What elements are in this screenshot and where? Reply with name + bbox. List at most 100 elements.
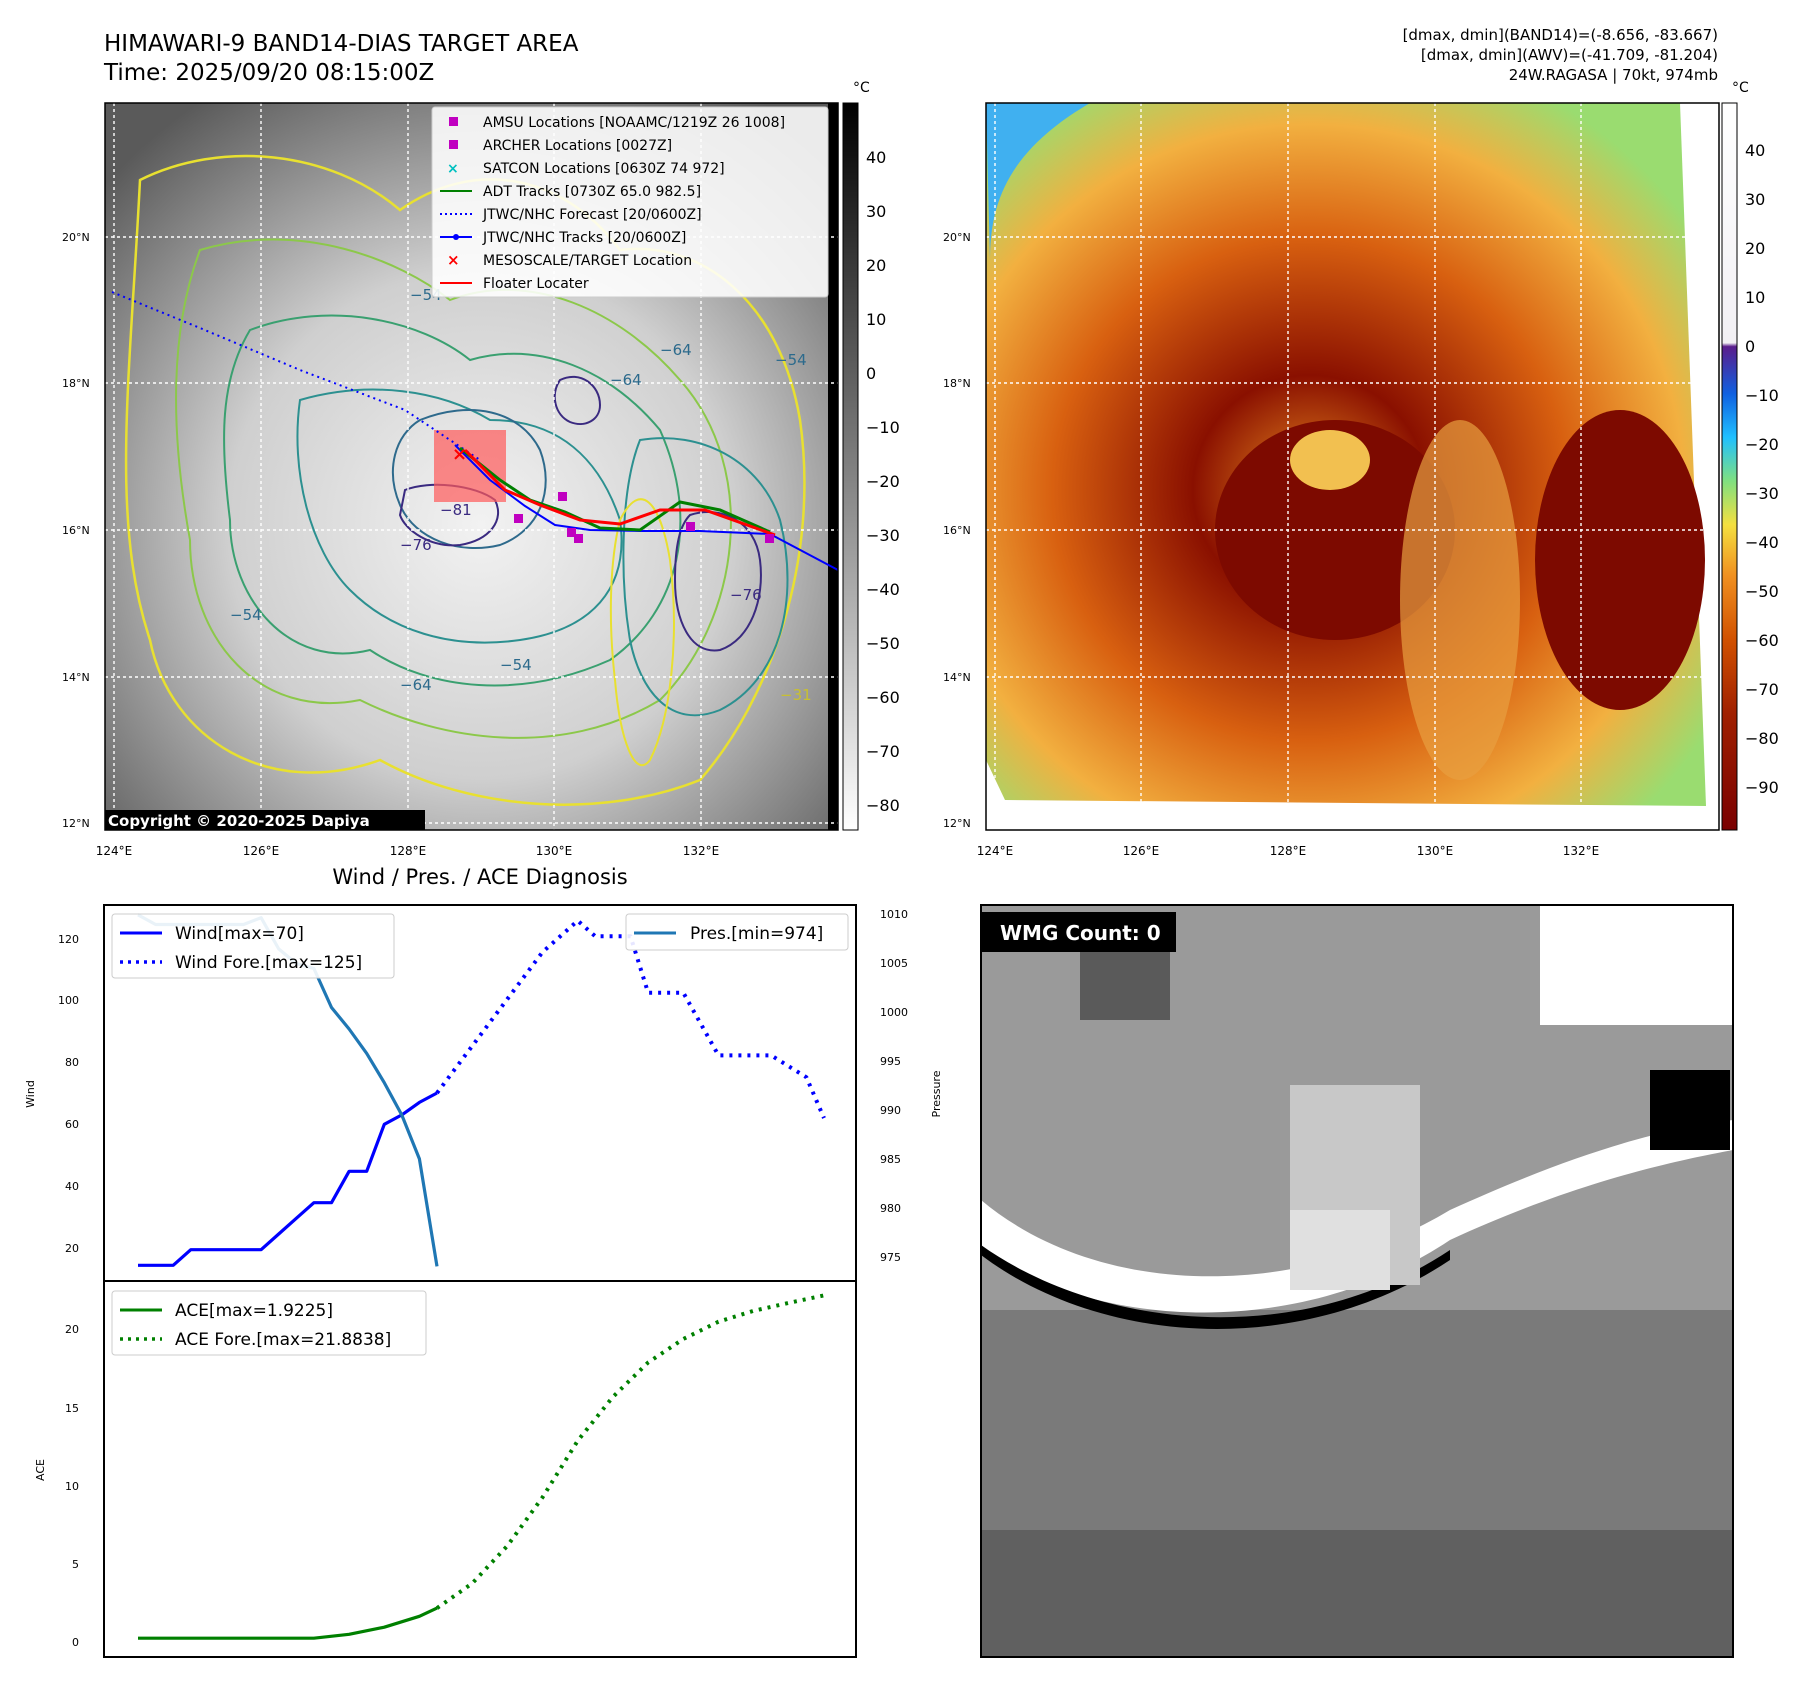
svg-text:0: 0 [72, 1636, 79, 1649]
wind-legend: Wind[max=70] Wind Fore.[max=125] [112, 914, 394, 978]
svg-text:10: 10 [65, 1480, 79, 1493]
color-map-lon-labels: 124°E 126°E 128°E 130°E 132°E [977, 844, 1600, 858]
svg-text:1000: 1000 [880, 1006, 908, 1019]
ir-map-panel: × −54 −64 −81 −76 −64 −54 −64 −54 −76 −3… [105, 103, 838, 830]
svg-text:−10: −10 [866, 418, 900, 437]
svg-text:10: 10 [1745, 288, 1765, 307]
svg-text:−40: −40 [1745, 533, 1779, 552]
svg-text:20°N: 20°N [943, 231, 971, 244]
svg-text:−76: −76 [400, 536, 432, 554]
svg-text:100: 100 [58, 994, 79, 1007]
pressure-ticks: 1010 1005 1000 995 990 985 980 975 [880, 908, 908, 1264]
svg-text:120: 120 [58, 933, 79, 946]
svg-text:40: 40 [1745, 141, 1765, 160]
svg-text:−20: −20 [1745, 435, 1779, 454]
svg-text:130°E: 130°E [536, 844, 573, 858]
svg-text:990: 990 [880, 1104, 901, 1117]
svg-text:1005: 1005 [880, 957, 908, 970]
svg-text:−54: −54 [775, 351, 807, 369]
svg-text:60: 60 [65, 1118, 79, 1131]
wmg-panel: WMG Count: 0 [981, 905, 1733, 1657]
info-band14-range: [dmax, dmin](BAND14)=(-8.656, -83.667) [1403, 26, 1718, 44]
svg-text:20: 20 [65, 1242, 79, 1255]
legend-ace-fore: ACE Fore.[max=21.8838] [175, 1330, 391, 1350]
svg-text:−64: −64 [660, 341, 692, 359]
wmg-count-label: WMG Count: 0 [1000, 921, 1161, 945]
ace-ticks: 20 15 10 5 0 [65, 1323, 79, 1649]
svg-text:12°N: 12°N [943, 817, 971, 830]
color-colorbar: °C 40 30 20 10 0 −10 −20 −30 −40 −50 −60… [1722, 80, 1779, 830]
svg-text:−50: −50 [866, 634, 900, 653]
svg-text:20: 20 [866, 256, 886, 275]
figure-title-line1: HIMAWARI-9 BAND14-DIAS TARGET AREA [104, 31, 579, 57]
info-awv-range: [dmax, dmin](AWV)=(-41.709, -81.204) [1421, 46, 1718, 64]
ir-map-lon-labels: 124°E 126°E 128°E 130°E 132°E [96, 844, 720, 858]
svg-text:132°E: 132°E [683, 844, 720, 858]
svg-text:16°N: 16°N [943, 524, 971, 537]
svg-text:×: × [447, 161, 459, 177]
legend-pressure: Pres.[min=974] [690, 924, 823, 944]
svg-text:−76: −76 [730, 586, 762, 604]
svg-text:−40: −40 [866, 580, 900, 599]
svg-text:132°E: 132°E [1563, 844, 1600, 858]
wind-ticks: 120 100 80 60 40 20 [58, 933, 79, 1255]
legend-adt: ADT Tracks [0730Z 65.0 982.5] [483, 184, 701, 200]
wind-axis-label: Wind [24, 1080, 37, 1108]
figure-title-line2: Time: 2025/09/20 08:15:00Z [103, 60, 434, 86]
svg-text:−54: −54 [230, 606, 262, 624]
svg-text:20°N: 20°N [62, 231, 90, 244]
svg-text:5: 5 [72, 1558, 79, 1571]
legend-floater: Floater Locater [483, 276, 589, 292]
pressure-legend: Pres.[min=974] [626, 914, 848, 950]
info-storm-id: 24W.RAGASA | 70kt, 974mb [1509, 66, 1718, 84]
pressure-axis-label: Pressure [930, 1070, 943, 1117]
svg-text:130°E: 130°E [1417, 844, 1454, 858]
color-ir-map-panel [986, 103, 1719, 830]
svg-text:−31: −31 [780, 686, 812, 704]
svg-text:0: 0 [866, 364, 876, 383]
svg-text:−30: −30 [866, 526, 900, 545]
svg-text:−80: −80 [1745, 729, 1779, 748]
svg-text:18°N: 18°N [62, 377, 90, 390]
svg-text:40: 40 [866, 148, 886, 167]
svg-text:14°N: 14°N [943, 671, 971, 684]
map-legend: AMSU Locations [NOAAMC/1219Z 26 1008] AR… [432, 107, 828, 297]
svg-text:−80: −80 [866, 796, 900, 815]
legend-ace: ACE[max=1.9225] [175, 1301, 333, 1321]
legend-amsu: AMSU Locations [NOAAMC/1219Z 26 1008] [483, 115, 785, 131]
legend-wind-fore: Wind Fore.[max=125] [175, 953, 362, 973]
svg-text:−60: −60 [866, 688, 900, 707]
svg-text:40: 40 [65, 1180, 79, 1193]
svg-text:0: 0 [1745, 337, 1755, 356]
legend-mesoscale: MESOSCALE/TARGET Location [483, 253, 692, 269]
ace-legend: ACE[max=1.9225] ACE Fore.[max=21.8838] [112, 1291, 426, 1355]
svg-text:124°E: 124°E [96, 844, 133, 858]
svg-text:−70: −70 [866, 742, 900, 761]
svg-text:−64: −64 [610, 371, 642, 389]
svg-text:10: 10 [866, 310, 886, 329]
ir-map-lat-labels: 20°N 18°N 16°N 14°N 12°N [62, 231, 90, 830]
svg-text:−70: −70 [1745, 680, 1779, 699]
target-location-marker: × [452, 444, 467, 465]
legend-wind: Wind[max=70] [175, 924, 304, 944]
svg-text:126°E: 126°E [243, 844, 280, 858]
legend-jtwc-tracks: JTWC/NHC Tracks [20/0600Z] [482, 230, 686, 246]
svg-text:−81: −81 [440, 501, 472, 519]
svg-text:14°N: 14°N [62, 671, 90, 684]
ir-colorbar-unit: °C [853, 80, 870, 96]
svg-text:−20: −20 [866, 472, 900, 491]
diag-title: Wind / Pres. / ACE Diagnosis [332, 865, 627, 889]
svg-text:−10: −10 [1745, 386, 1779, 405]
svg-text:15: 15 [65, 1402, 79, 1415]
svg-text:−50: −50 [1745, 582, 1779, 601]
svg-text:128°E: 128°E [390, 844, 427, 858]
ir-colorbar: °C 40 30 20 10 0 −10 −20 −30 −40 −50 −60… [843, 80, 900, 830]
svg-text:995: 995 [880, 1055, 901, 1068]
svg-text:12°N: 12°N [62, 817, 90, 830]
legend-satcon: SATCON Locations [0630Z 74 972] [483, 161, 725, 177]
svg-text:16°N: 16°N [62, 524, 90, 537]
svg-text:1010: 1010 [880, 908, 908, 921]
legend-archer: ARCHER Locations [0027Z] [483, 138, 672, 154]
svg-text:−90: −90 [1745, 778, 1779, 797]
